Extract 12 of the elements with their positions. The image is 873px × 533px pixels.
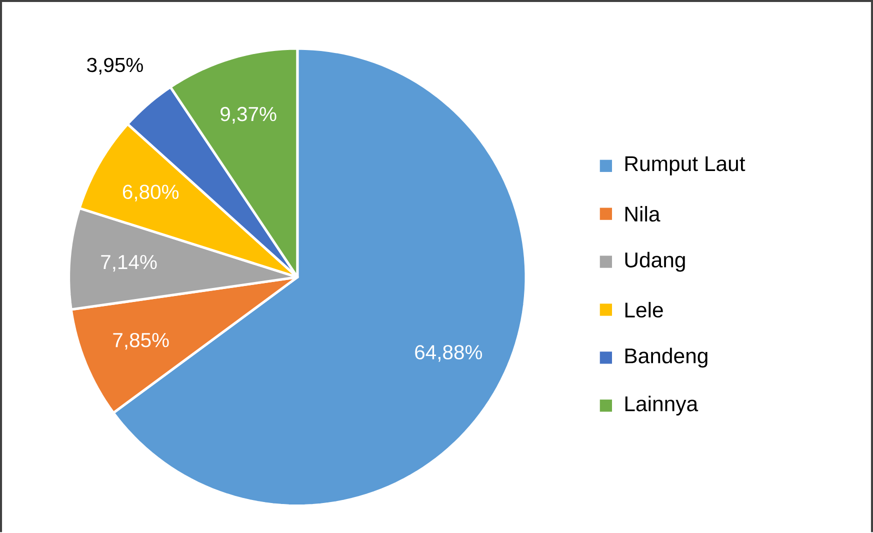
legend-label: Bandeng — [625, 348, 708, 368]
legend-label: Rumput Laut — [625, 156, 746, 176]
data-label: 3,95% — [87, 58, 143, 74]
legend-label: Lainnya — [625, 396, 698, 416]
data-label: 9,37% — [220, 106, 276, 124]
data-label: 64,88% — [415, 345, 482, 362]
legend-label: Udang — [625, 252, 685, 272]
data-label: 7,14% — [101, 254, 157, 272]
data-label: 6,80% — [122, 184, 179, 202]
data-label: 7,85% — [113, 332, 169, 350]
legend-label: Lele — [625, 302, 663, 318]
legend-label: Nila — [625, 206, 660, 222]
